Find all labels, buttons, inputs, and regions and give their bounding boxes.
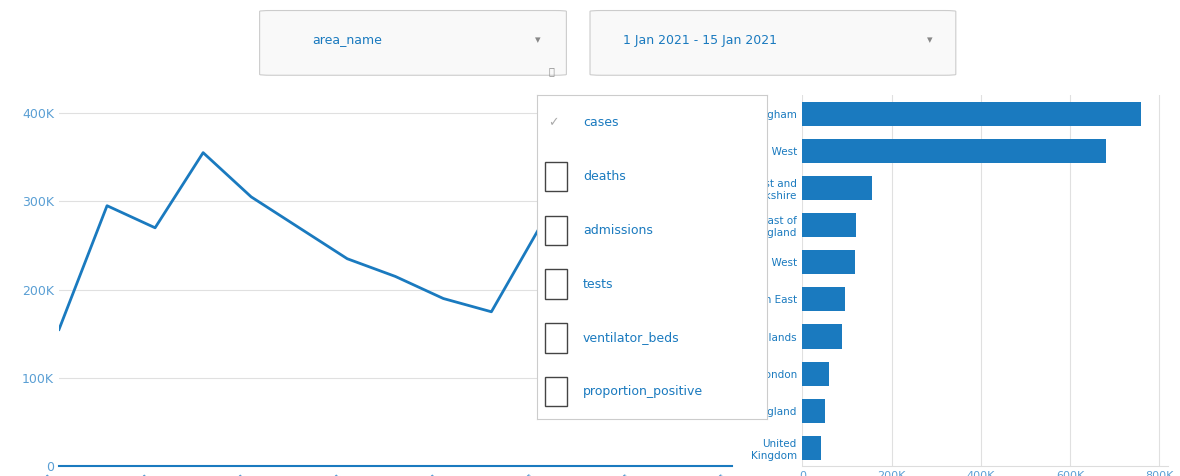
Bar: [802, 250, 856, 274]
Text: cases: cases: [583, 116, 618, 129]
Text: ▾: ▾: [535, 35, 540, 46]
Text: tests: tests: [583, 278, 614, 290]
Text: ▾: ▾: [926, 35, 932, 46]
Text: 1 Jan 2021 - 15 Jan 2021: 1 Jan 2021 - 15 Jan 2021: [623, 34, 778, 47]
Text: deaths: deaths: [583, 169, 625, 183]
FancyBboxPatch shape: [545, 216, 566, 245]
FancyBboxPatch shape: [545, 269, 566, 298]
Text: 📊: 📊: [549, 66, 555, 76]
FancyBboxPatch shape: [590, 10, 956, 75]
Text: admissions: admissions: [583, 224, 653, 237]
FancyBboxPatch shape: [260, 10, 566, 75]
FancyBboxPatch shape: [545, 377, 566, 407]
Text: ventilator_beds: ventilator_beds: [583, 331, 680, 345]
Text: proportion_positive: proportion_positive: [583, 386, 703, 398]
Bar: [802, 102, 1141, 126]
Bar: [802, 436, 821, 460]
FancyBboxPatch shape: [545, 161, 566, 191]
Bar: [802, 325, 841, 348]
Bar: [802, 362, 830, 386]
FancyBboxPatch shape: [545, 323, 566, 353]
Text: area_name: area_name: [313, 34, 382, 47]
Bar: [802, 288, 845, 311]
Bar: [802, 139, 1106, 163]
Bar: [802, 399, 825, 423]
Bar: [802, 213, 856, 237]
Text: ✓: ✓: [548, 116, 558, 129]
Bar: [802, 176, 872, 200]
